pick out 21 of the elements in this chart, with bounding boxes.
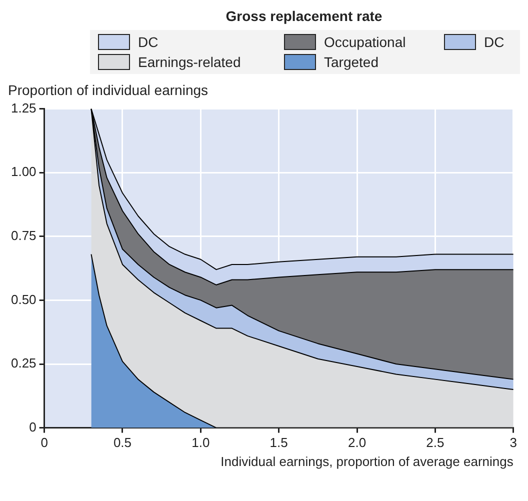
y-axis-title: Proportion of individual earnings xyxy=(8,82,210,98)
y-tick-label: 0.25 xyxy=(10,356,36,371)
legend-label: Targeted xyxy=(324,54,378,70)
x-axis-title: Individual earnings, proportion of average earnings xyxy=(220,454,514,469)
x-tick-label: 2.0 xyxy=(348,435,366,450)
y-tick-label: 0.75 xyxy=(10,228,36,243)
legend-label: DC xyxy=(138,34,158,50)
y-tick-label: 0.50 xyxy=(10,292,36,307)
y-tick-label: 1.25 xyxy=(10,100,36,116)
chart-title: Gross replacement rate xyxy=(224,8,384,24)
y-tick-label: 0 xyxy=(29,419,36,434)
x-tick-label: 0 xyxy=(40,435,48,450)
x-tick-label: 0.5 xyxy=(113,435,132,450)
x-tick-label: 3 xyxy=(510,435,517,450)
x-tick-label: 1.5 xyxy=(270,435,288,450)
legend-label: Earnings-related xyxy=(138,54,241,70)
legend-label: Occupational xyxy=(324,34,406,50)
x-tick-label: 2.5 xyxy=(426,435,444,450)
y-tick-label: 1.00 xyxy=(10,164,36,180)
x-tick-label: 1.0 xyxy=(192,435,210,450)
legend-label: DC xyxy=(484,34,504,50)
